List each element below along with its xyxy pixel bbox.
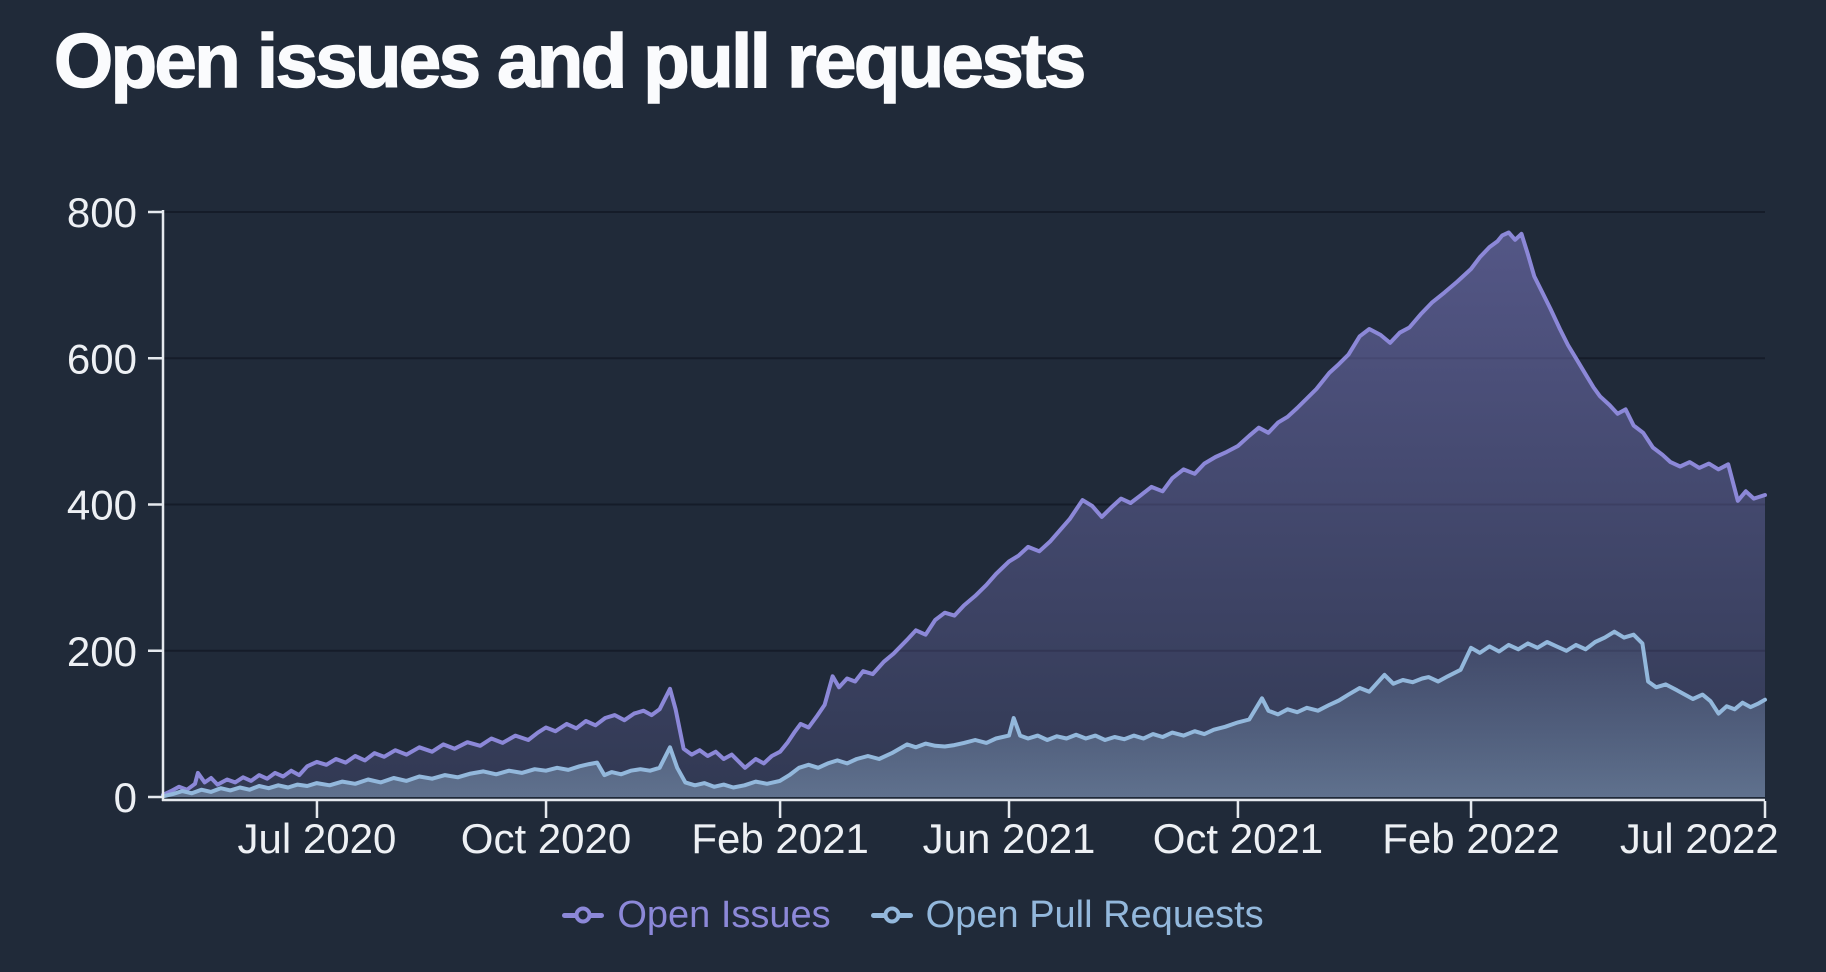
legend-item-open-issues[interactable]: Open Issues <box>562 894 831 936</box>
y-tick-label-200: 200 <box>67 628 137 675</box>
open-issues-marker-icon <box>562 905 605 925</box>
y-tick-label-400: 400 <box>67 482 137 529</box>
legend-label-open-pull-requests: Open Pull Requests <box>925 894 1264 936</box>
y-tick-label-600: 600 <box>67 335 137 382</box>
open-pull-requests-line <box>161 629 1767 799</box>
open-issues-area <box>163 232 1765 797</box>
x-tick-label-oct-2021: Oct 2021 <box>1153 815 1323 862</box>
x-tick-label-feb-2021: Feb 2021 <box>691 815 868 862</box>
open-pull-requests-area <box>163 631 1765 797</box>
y-tick-label-800: 800 <box>67 189 137 236</box>
x-tick-label-oct-2020: Oct 2020 <box>461 815 631 862</box>
open-pull-requests-marker-icon <box>870 905 913 925</box>
open-issues-line <box>161 230 1767 797</box>
page-title: Open issues and pull requests <box>53 18 1087 105</box>
x-tick-label-jul-2022: Jul 2022 <box>1620 815 1779 862</box>
x-tick-label-feb-2022: Feb 2022 <box>1382 815 1559 862</box>
x-tick-label-jun-2021: Jun 2021 <box>923 815 1096 862</box>
legend-label-open-issues: Open Issues <box>617 894 831 936</box>
y-tick-label-0: 0 <box>114 774 137 821</box>
chart-legend: Open Issues Open Pull Requests <box>0 896 1826 934</box>
x-tick-label-jul-2020: Jul 2020 <box>238 815 397 862</box>
legend-item-open-pull-requests[interactable]: Open Pull Requests <box>870 894 1264 936</box>
